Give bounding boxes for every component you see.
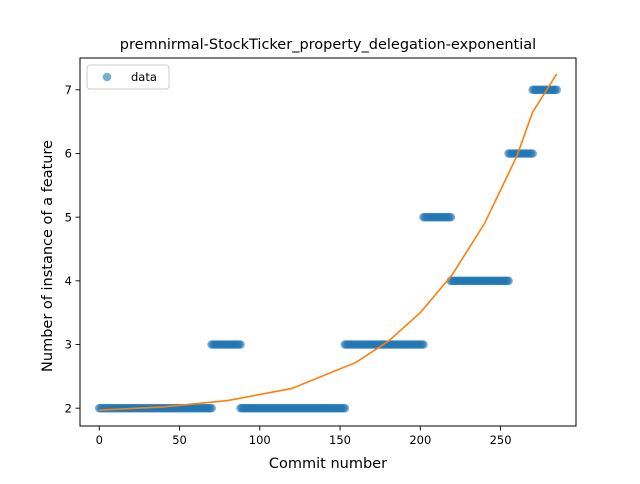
plot-area: 0 50 100 150 200 250 2 3 4 5 6 7 data [65,57,577,447]
x-tick-label-5: 250 [490,433,512,447]
x-tick-label-1: 50 [172,433,187,447]
x-axis-label: Commit number [269,456,387,472]
plot-frame [79,57,577,427]
legend-box [86,64,170,90]
x-tick-label-4: 200 [409,433,431,447]
y-tick-label-4: 6 [65,147,72,161]
data-point-276 [528,149,537,158]
x-tick-label-0: 0 [96,433,103,447]
fit-curve-line [99,73,558,411]
data-point-292 [552,85,562,95]
data-point-70 [207,403,216,413]
x-tick-label-3: 150 [329,433,351,447]
legend-marker-data [102,72,112,82]
y-tick-label-2: 4 [65,274,72,288]
data-point-155 [340,403,350,413]
y-tick-label-5: 7 [65,83,72,97]
data-point-260 [504,276,513,286]
x-tick-label-2: 100 [249,433,271,447]
chart-title: premnirmal-StockTicker_property_delegati… [120,37,536,53]
legend-label-data: data [131,70,157,84]
data-point-89 [236,340,245,349]
y-axis-label: Number of instance of a feature [40,140,56,372]
data-point-223 [446,212,456,222]
y-tick-label-3: 5 [65,210,72,224]
y-tick-label-1: 3 [65,338,72,352]
data-point-205 [419,340,428,349]
y-tick-label-0: 2 [65,401,72,415]
